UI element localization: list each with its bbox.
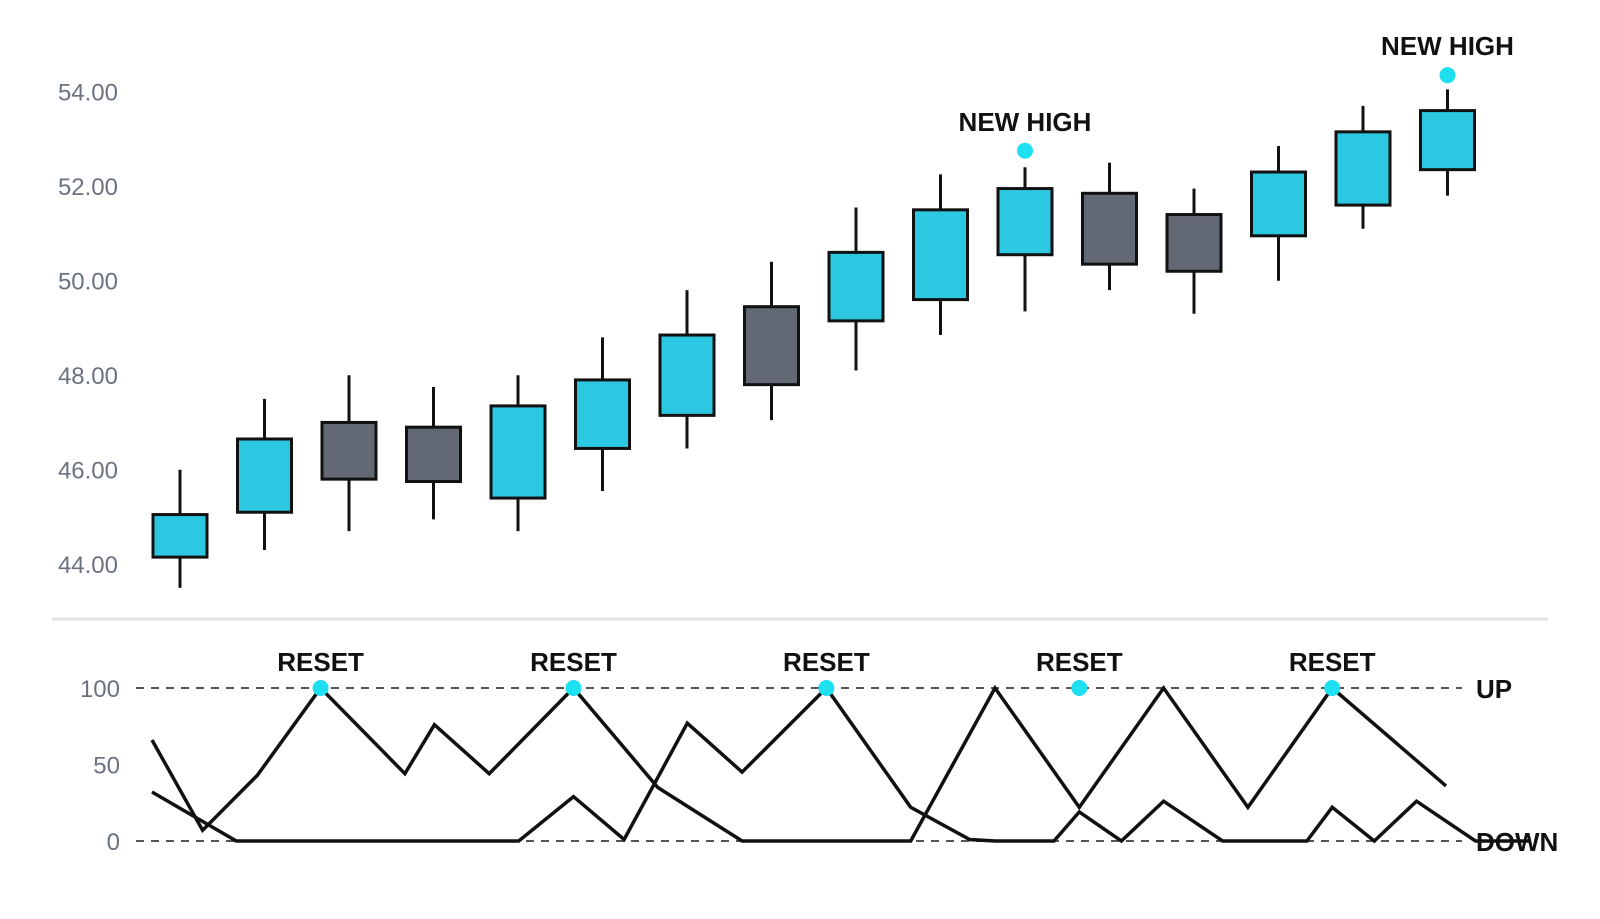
- new-high-marker: [1017, 142, 1033, 159]
- price-tick-label: 46.00: [58, 458, 118, 485]
- price-tick-label: 52.00: [58, 174, 118, 201]
- candle-body: [1165, 213, 1223, 273]
- reset-marker: [818, 680, 835, 696]
- reset-label: RESET: [1289, 647, 1376, 677]
- candle-body: [1334, 130, 1392, 207]
- candlestick-panel: 44.00 46.00 48.00 50.00 52.00 54.00 NEW HIGH NE…: [58, 31, 1514, 588]
- candle-body: [151, 513, 209, 559]
- price-tick-label: 44.00: [58, 552, 118, 579]
- reset-marker: [312, 680, 329, 696]
- oscillator-tick-label: 0: [107, 829, 120, 856]
- candle-body: [1081, 191, 1138, 266]
- reset-label: RESET: [1036, 647, 1123, 677]
- reset-marker: [1071, 680, 1088, 696]
- oscillator-series-line-1: [150, 684, 1448, 843]
- candle-body: [658, 333, 716, 417]
- price-tick-label: 48.00: [58, 363, 118, 390]
- level-label-up: UP: [1476, 674, 1512, 704]
- reset-marker: [565, 680, 582, 696]
- reset-label: RESET: [530, 647, 617, 677]
- candle-body: [743, 305, 800, 387]
- candle-body: [574, 378, 631, 450]
- new-high-label: NEW HIGH: [1381, 31, 1514, 61]
- oscillator-tick-label: 50: [93, 753, 120, 780]
- new-high-label: NEW HIGH: [959, 107, 1092, 137]
- oscillator-tick-label: 100: [80, 676, 120, 703]
- candle-body: [996, 187, 1054, 257]
- candle-body: [489, 404, 547, 500]
- reset-label: RESET: [783, 647, 870, 677]
- candle-body: [912, 208, 969, 302]
- candle-body: [1250, 170, 1307, 238]
- candle-body: [236, 437, 293, 514]
- candle-body: [1419, 109, 1476, 172]
- candle-body: [405, 425, 462, 484]
- price-tick-label: 54.00: [58, 80, 118, 107]
- price-tick-label: 50.00: [58, 269, 118, 296]
- candle-body: [827, 250, 885, 323]
- oscillator-series-line-2: [151, 685, 1531, 844]
- candle-body: [320, 420, 378, 481]
- reset-marker: [1324, 680, 1341, 696]
- reset-label: RESET: [277, 647, 364, 677]
- new-high-marker: [1439, 67, 1456, 84]
